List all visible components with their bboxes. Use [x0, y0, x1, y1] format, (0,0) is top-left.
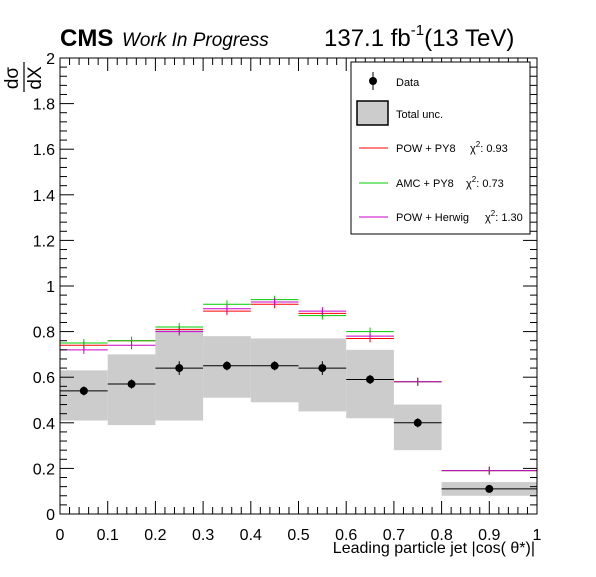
y-axis-label-denominator: dX — [25, 66, 46, 90]
y-tick-label-8: 1.6 — [33, 142, 55, 159]
legend-label-total-unc: Total unc. — [396, 109, 443, 121]
x-tick-label-4: 0.4 — [240, 527, 262, 544]
x-tick-label-3: 0.3 — [192, 527, 214, 544]
legend-entry-amc-py8: AMC + PY8 χ2: 0.73 — [359, 175, 504, 190]
data-point-9 — [485, 484, 494, 493]
y-tick-label-5: 1 — [46, 279, 55, 296]
x-tick-label-5: 0.5 — [287, 527, 309, 544]
legend-chi-symbol-pow-herwig: χ — [485, 212, 491, 224]
legend-chi-value-pow-py8: : 0.93 — [480, 143, 508, 155]
prediction-layer — [60, 295, 537, 475]
legend-chi-value-pow-herwig: : 1.30 — [495, 212, 523, 224]
x-tick-label-9: 0.9 — [478, 527, 500, 544]
data-point-8 — [413, 418, 422, 427]
legend-chi2-amc-py8: χ2: 0.73 — [466, 175, 504, 190]
y-tick-label-7: 1.4 — [33, 188, 55, 205]
legend-data-marker — [369, 77, 377, 85]
y-tick-label-6: 1.2 — [33, 233, 55, 250]
legend-chi-symbol-pow-py8: χ — [470, 143, 476, 155]
luminosity-value: 137.1 fb — [324, 25, 411, 52]
data-point-1 — [79, 386, 88, 395]
data-point-4 — [222, 361, 231, 370]
data-point-3 — [175, 364, 184, 373]
x-tick-label-7: 0.7 — [383, 527, 405, 544]
x-tick-label-2: 0.2 — [144, 527, 166, 544]
data-point-2 — [127, 380, 136, 389]
y-tick-label-3: 0.6 — [33, 370, 55, 387]
legend: Data Total unc. POW + PY8 χ2: 0.93 AMC +… — [350, 61, 531, 235]
data-point-7 — [366, 375, 375, 384]
x-tick-label-1: 0.1 — [97, 527, 119, 544]
luminosity-exponent: -1 — [411, 22, 424, 39]
data-point-6 — [318, 364, 327, 373]
x-tick-label-0: 0 — [56, 527, 65, 544]
legend-chi-symbol-amc-py8: χ — [466, 178, 472, 190]
x-tick-label-8: 0.8 — [430, 527, 452, 544]
legend-entry-total-unc: Total unc. — [356, 100, 443, 126]
experiment-label: CMS — [60, 25, 113, 52]
y-axis-label-numerator: dσ — [2, 67, 23, 90]
data-point-5 — [270, 361, 279, 370]
legend-chi-power-pow-py8: 2 — [476, 140, 481, 149]
legend-label-pow-py8: POW + PY8 — [396, 143, 456, 155]
axes-layer: 0 0.1 0.2 0.3 0.4 0.5 0.6 0.7 0.8 0.9 1 0 0.2 0.4 0.6 0… — [33, 51, 542, 544]
x-tick-label-6: 0.6 — [335, 527, 357, 544]
y-tick-label-2: 0.4 — [33, 416, 55, 433]
y-tick-label-9: 1.8 — [33, 97, 55, 114]
x-tick-label-10: 1 — [533, 527, 542, 544]
uncertainty-band-bin-2 — [107, 354, 156, 426]
legend-entry-data: Data — [369, 72, 420, 90]
y-tick-label-1: 0.2 — [33, 461, 55, 478]
y-axis-label: dσ dX — [2, 62, 46, 92]
status-label: Work In Progress — [122, 30, 269, 51]
x-axis-label: Leading particle jet |cos( θ*)| — [333, 540, 535, 557]
legend-label-pow-herwig: POW + Herwig — [396, 212, 469, 224]
legend-chi-value-amc-py8: : 0.73 — [476, 178, 504, 190]
y-tick-label-10: 2 — [46, 51, 55, 68]
y-tick-label-0: 0 — [46, 507, 55, 524]
legend-entry-pow-py8: POW + PY8 χ2: 0.93 — [359, 140, 508, 155]
legend-label-amc-py8: AMC + PY8 — [396, 178, 454, 190]
legend-entry-pow-herwig: POW + Herwig χ2: 1.30 — [359, 209, 523, 224]
data-layer — [60, 361, 537, 493]
legend-label-data: Data — [396, 77, 420, 89]
y-tick-label-4: 0.8 — [33, 325, 55, 342]
legend-chi2-pow-py8: χ2: 0.93 — [470, 140, 508, 155]
energy-label: (13 TeV) — [424, 25, 514, 52]
legend-chi2-pow-herwig: χ2: 1.30 — [485, 209, 523, 224]
legend-total-unc-box — [356, 100, 389, 126]
luminosity-label: 137.1 fb-1(13 TeV) — [324, 22, 514, 52]
legend-chi-power-pow-herwig: 2 — [491, 209, 496, 218]
legend-chi-power-amc-py8: 2 — [472, 175, 477, 184]
